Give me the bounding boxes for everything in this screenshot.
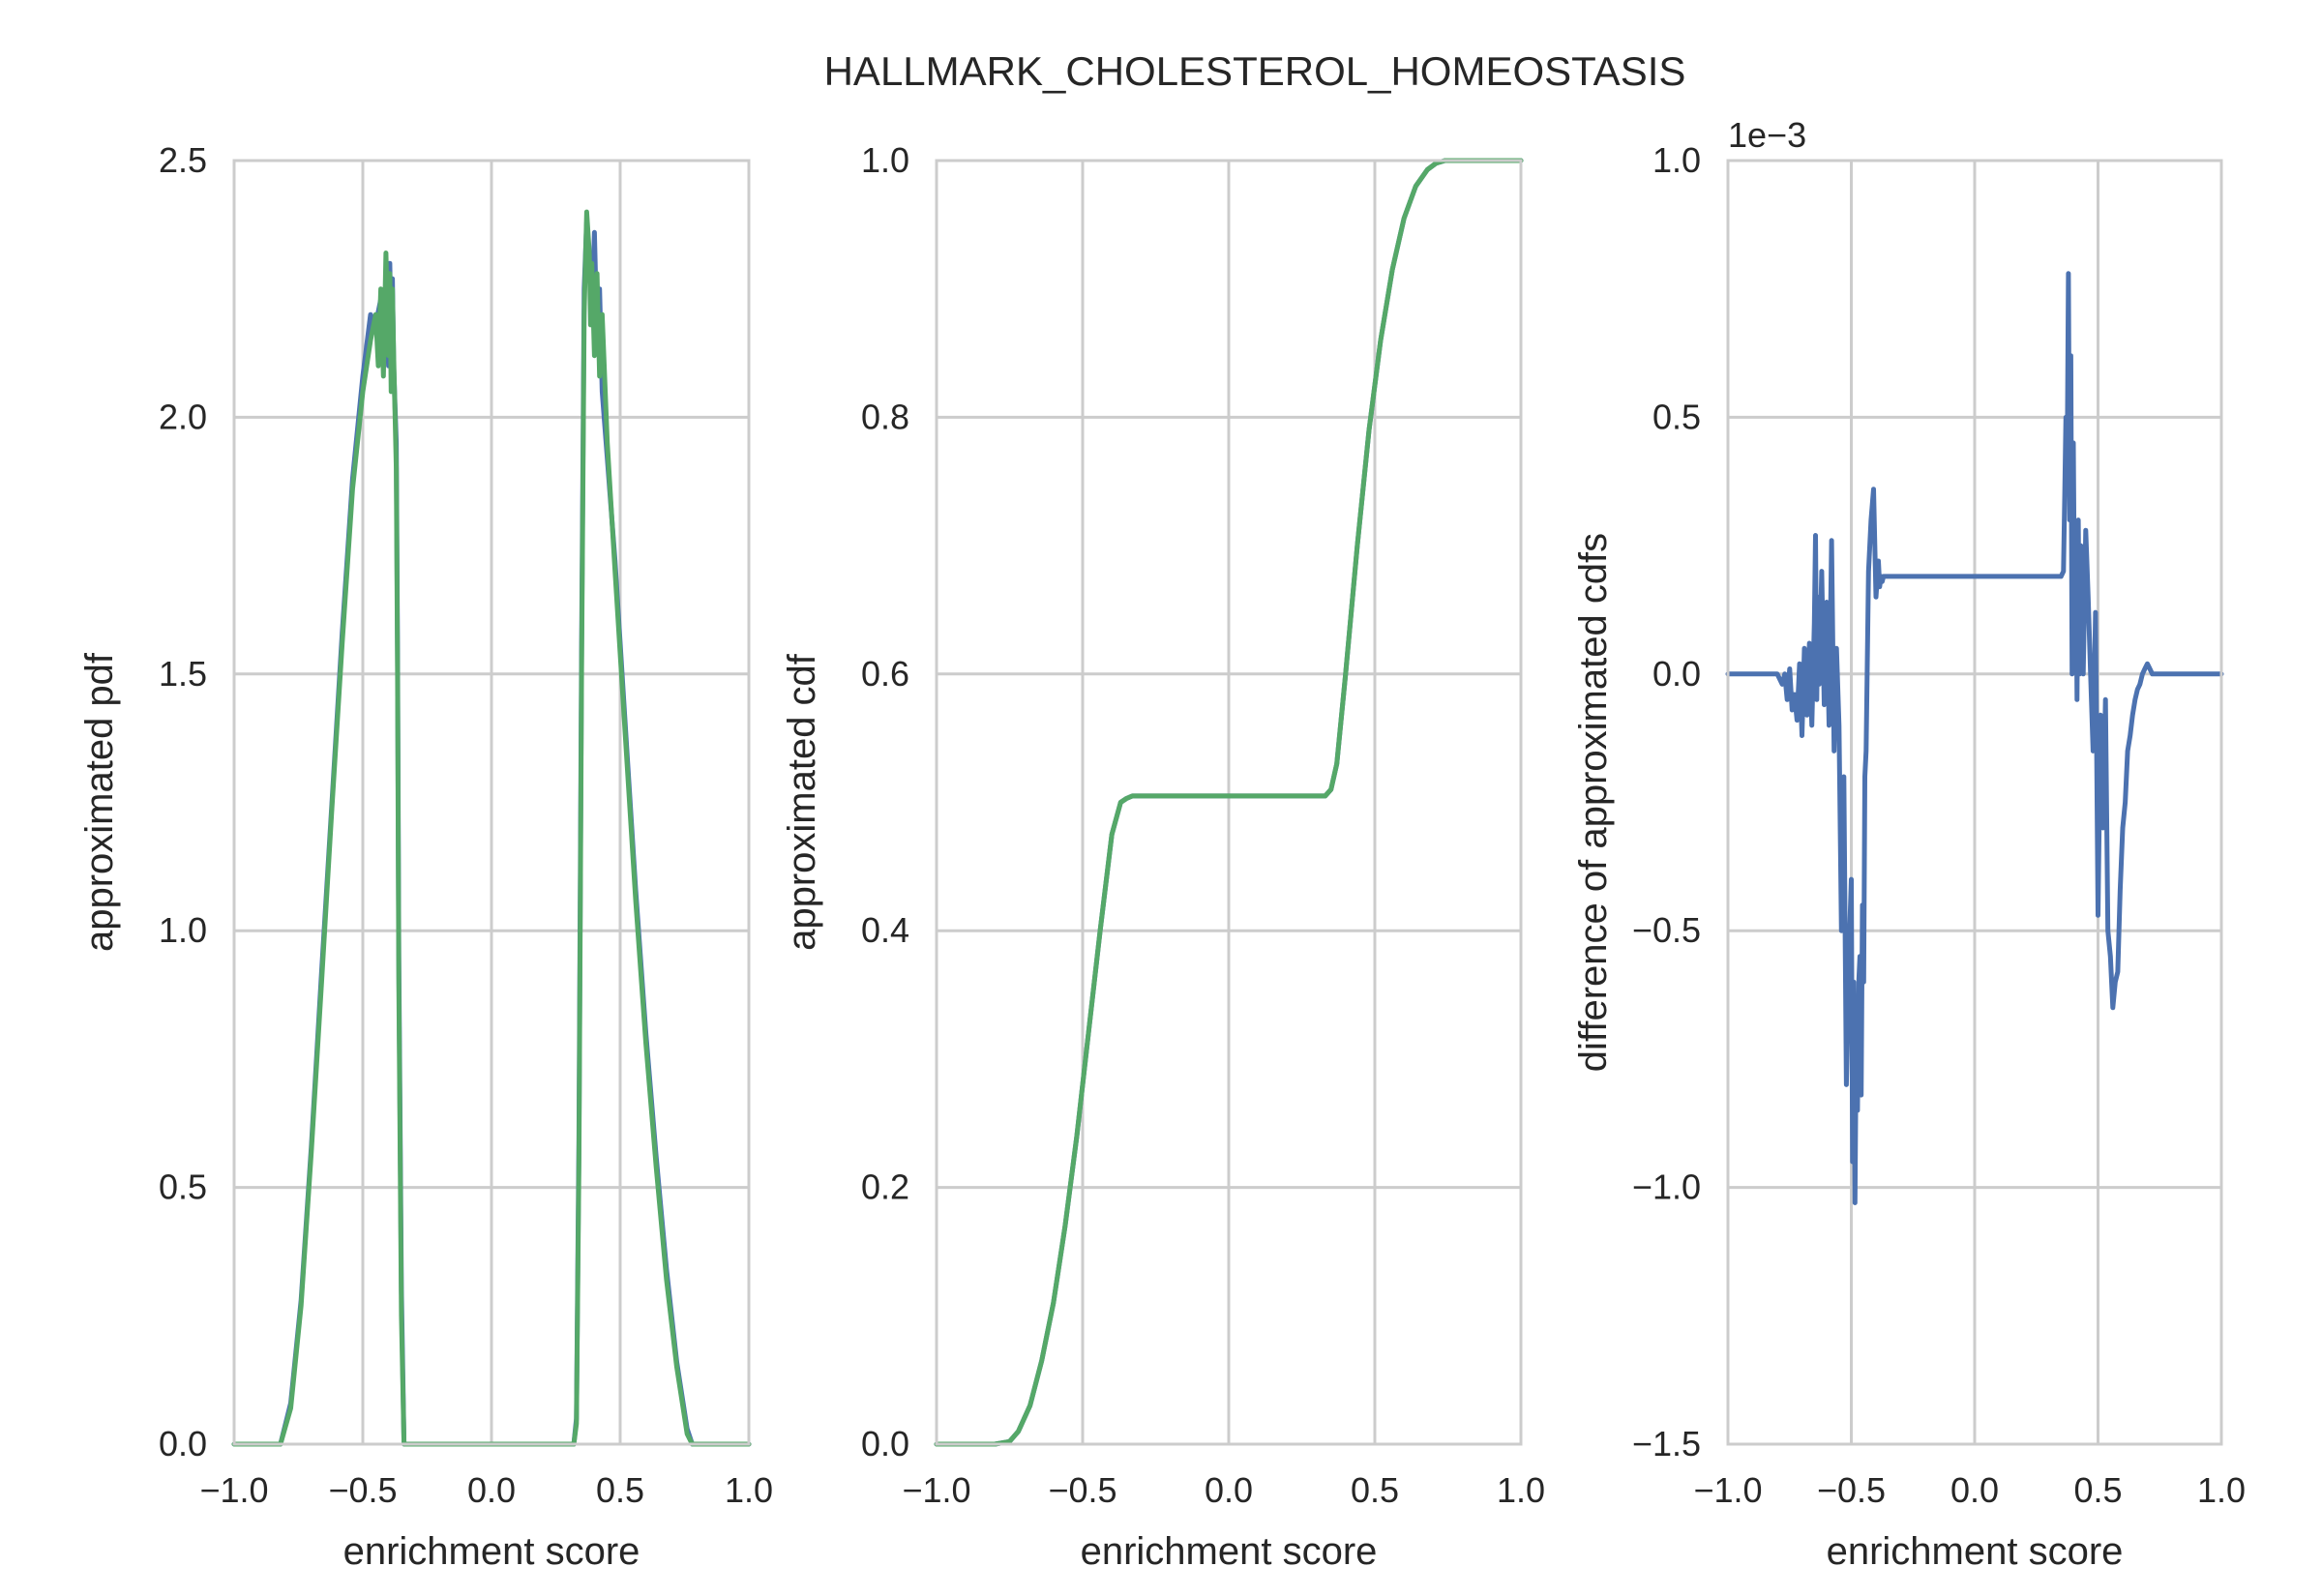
pdf-plot-ytick-label: 1.0	[159, 910, 207, 950]
cdf-difference-plot-frame	[1726, 159, 2223, 1446]
figure-title: HALLMARK_CHOLESTEROL_HOMEOSTASIS	[824, 48, 1686, 94]
pdf-plot-ytick-label: 1.5	[159, 654, 207, 694]
cdf-plot-ytick-label: 1.0	[861, 140, 909, 180]
cdf-plot-ytick-label: 0.8	[861, 397, 909, 436]
cdf-plot-series-line-2	[934, 158, 1524, 1447]
pdf-plot-yticks: 0.0 0.5 1.0 1.5 2.0 2.5	[159, 140, 207, 1463]
cdf-difference-plot-ytick-label: 0.5	[1652, 397, 1701, 436]
cdf-difference-plot-ylabel: difference of approximated cdfs	[1572, 533, 1615, 1072]
cdf-plot-ylabel: approximated cdf	[781, 653, 823, 951]
pdf-plot-frame	[232, 159, 751, 1446]
cdf-plot-xticks: −1.0 −0.5 0.0 0.5 1.0	[902, 1470, 1545, 1510]
cdf-plot-yticks: 0.0 0.2 0.4 0.6 0.8 1.0	[861, 140, 909, 1463]
pdf-plot-xticks: −1.0 −0.5 0.0 0.5 1.0	[199, 1470, 773, 1510]
cdf-difference-plot-xtick-label: 1.0	[2197, 1470, 2246, 1510]
cdf-difference-plot-ytick-label: 1.0	[1652, 140, 1701, 180]
cdf-difference-plot-ytick-label: 0.0	[1652, 654, 1701, 694]
cdf-plot-ytick-label: 0.4	[861, 910, 909, 950]
cdf-plot-xtick-label: −0.5	[1048, 1470, 1116, 1510]
cdf-difference-plot-ytick-label: −1.5	[1632, 1424, 1701, 1463]
cdf-difference-plot-xticks: −1.0 −0.5 0.0 0.5 1.0	[1693, 1470, 2246, 1510]
pdf-plot-panel: −1.0 −0.5 0.0 0.5 1.0 0.0 0.5 1.0 1.5 2.0 2.5 enr…	[78, 140, 773, 1573]
pdf-plot-ytick-label: 0.5	[159, 1167, 207, 1207]
pdf-plot-xtick-label: −0.5	[328, 1470, 397, 1510]
pdf-plot-ylabel: approximated pdf	[78, 652, 121, 952]
cdf-plot-frame	[935, 159, 1523, 1446]
cdf-plot-xtick-label: 0.0	[1205, 1470, 1253, 1510]
pdf-plot-xtick-label: 0.0	[467, 1470, 516, 1510]
pdf-plot-xlabel: enrichment score	[343, 1530, 640, 1573]
cdf-difference-plot-ytick-label: −1.0	[1632, 1167, 1701, 1207]
cdf-plot-panel: −1.0 −0.5 0.0 0.5 1.0 0.0 0.2 0.4 0.6 0.8 1.0 enr…	[781, 140, 1545, 1573]
pdf-plot-ytick-label: 0.0	[159, 1424, 207, 1463]
cdf-difference-plot-xtick-label: −0.5	[1817, 1470, 1886, 1510]
cdf-difference-plot-series	[1725, 271, 2224, 1205]
cdf-plot-ytick-label: 0.6	[861, 654, 909, 694]
cdf-plot-xtick-label: 1.0	[1497, 1470, 1545, 1510]
cdf-plot-ytick-label: 0.0	[861, 1424, 909, 1463]
cdf-difference-plot-ytick-label: −0.5	[1632, 910, 1701, 950]
pdf-plot-xtick-label: −1.0	[199, 1470, 268, 1510]
cdf-difference-plot-xtick-label: 0.5	[2073, 1470, 2122, 1510]
cdf-difference-plot-xtick-label: 0.0	[1950, 1470, 1999, 1510]
cdf-plot-xtick-label: −1.0	[902, 1470, 970, 1510]
cdf-difference-plot-offset-label: 1e−3	[1728, 115, 1806, 155]
cdf-difference-plot-xtick-label: −1.0	[1693, 1470, 1762, 1510]
cdf-difference-plot-series-line-1	[1725, 271, 2224, 1205]
pdf-plot-xtick-label: 0.5	[596, 1470, 644, 1510]
cdf-plot-ytick-label: 0.2	[861, 1167, 909, 1207]
cdf-difference-plot-yticks: −1.5 −1.0 −0.5 0.0 0.5 1.0	[1632, 140, 1701, 1463]
cdf-difference-plot-panel: −1.0 −0.5 0.0 0.5 1.0 −1.5−1.0−0.50.00.51.0 …	[1572, 115, 2246, 1573]
pdf-plot-ytick-label: 2.0	[159, 397, 207, 436]
cdf-difference-plot-xlabel: enrichment score	[1827, 1530, 2124, 1573]
pdf-plot-ytick-label: 2.5	[159, 140, 207, 180]
cdf-plot-xtick-label: 0.5	[1351, 1470, 1399, 1510]
cdf-plot-xlabel: enrichment score	[1081, 1530, 1378, 1573]
cdf-plot-series	[934, 158, 1524, 1447]
pdf-plot-xtick-label: 1.0	[725, 1470, 773, 1510]
